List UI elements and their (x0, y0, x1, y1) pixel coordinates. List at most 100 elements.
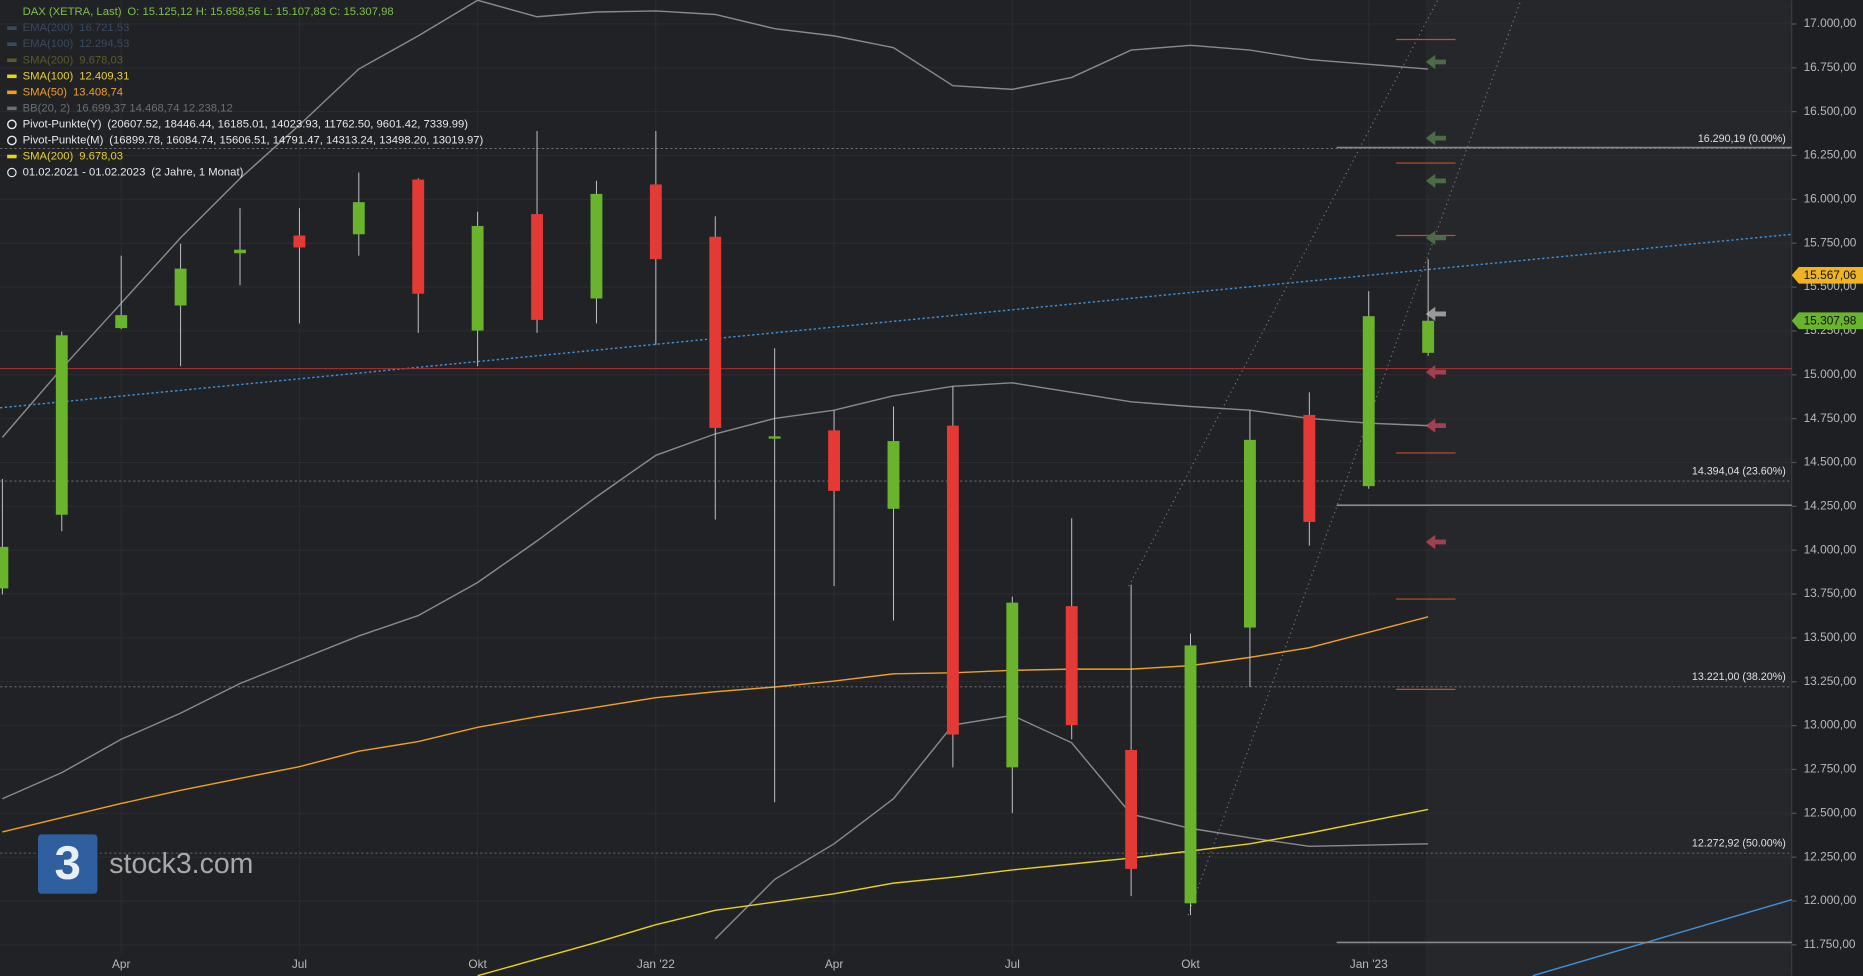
legend-value: 9.678,03 (79, 150, 123, 162)
candle-body (115, 315, 128, 329)
legend-swatch (7, 26, 17, 30)
candle-body (55, 335, 68, 515)
candle-body (531, 214, 543, 320)
candle-body (828, 430, 841, 491)
indicator-line (714, 714, 1429, 940)
legend-value: 16.721,53 (79, 22, 129, 34)
logo (38, 834, 98, 894)
price-tag (1791, 312, 1863, 330)
price-tag (1791, 266, 1863, 284)
candle-body (1125, 749, 1138, 869)
legend-swatch (7, 42, 17, 47)
indicator-line (1, 0, 1429, 438)
legend-value: 16.699,37 14.468,74 12.238,12 (76, 102, 233, 114)
candle-body (709, 236, 722, 428)
candle-body (1422, 320, 1435, 353)
y-tick-label: 16.000,00 (1804, 192, 1857, 206)
y-tick-label: 13.250,00 (1804, 674, 1857, 688)
legend-label: EMA(200) (23, 22, 74, 34)
y-tick-label: 12.750,00 (1804, 762, 1857, 776)
price-tag-label: 15.307,98 (1804, 313, 1857, 327)
y-tick-label: 12.250,00 (1804, 849, 1857, 863)
trend-channel (1187, 0, 1522, 916)
y-tick-label: 16.750,00 (1804, 60, 1857, 74)
clock-icon (7, 167, 17, 178)
y-tick-label: 16.500,00 (1804, 104, 1857, 118)
y-tick-label: 16.250,00 (1804, 148, 1857, 162)
y-tick-label: 14.000,00 (1804, 542, 1857, 556)
candle-body (352, 202, 365, 235)
trend-channel (1128, 0, 1439, 587)
x-tick-label: Jul (292, 957, 307, 971)
legend-swatch (7, 90, 17, 95)
y-tick-label: 12.500,00 (1804, 805, 1857, 819)
legend-value: 12.409,31 (79, 70, 129, 82)
x-tick-label: Apr (112, 957, 131, 971)
y-tick-label: 13.000,00 (1804, 718, 1857, 732)
legend-swatch (7, 58, 17, 63)
candle-body (174, 268, 187, 306)
legend-value: (16899.78, 16084.74, 15606.51, 14791.47,… (109, 134, 483, 146)
y-tick-label: 15.000,00 (1804, 367, 1857, 381)
candle-body (234, 249, 246, 254)
pivot-icon (7, 135, 17, 146)
fib-label: 12.272,92 (50.00%) (1692, 837, 1786, 849)
pivot-marks (1396, 38, 1456, 690)
legend-label: SMA(200) (23, 54, 74, 66)
candle-body (412, 179, 425, 294)
trendline (0, 233, 1792, 409)
x-tick-label: Jan '22 (637, 957, 675, 971)
legend-swatch (7, 154, 17, 159)
watermark: 3 stock3.com (38, 834, 253, 894)
legend-value: O: 15.125,12 H: 15.658,56 L: 15.107,83 C… (127, 6, 393, 18)
legend-label: SMA(50) (23, 86, 68, 98)
signal-arrows (1425, 54, 1446, 550)
future-zone (1425, 0, 1792, 976)
legend-value: (2 Jahre, 1 Monat) (151, 167, 243, 179)
legend-label: EMA(100) (23, 38, 74, 50)
y-tick-label: 17.000,00 (1804, 16, 1857, 30)
candle-body (1243, 439, 1256, 628)
legend-value: (20607.52, 18446.44, 16185.01, 14023.93,… (107, 118, 468, 130)
y-tick-label: 12.000,00 (1804, 893, 1857, 907)
legend-value: 13.408,74 (73, 86, 123, 98)
legend-label: SMA(100) (23, 70, 74, 82)
candle-body (0, 546, 9, 589)
trendline (1532, 899, 1792, 976)
legend-label: Pivot-Punkte(M) (23, 134, 104, 146)
candle-body (649, 184, 662, 260)
price-axis (1791, 0, 1863, 976)
y-tick-label: 15.750,00 (1804, 235, 1857, 249)
y-tick-label: 13.500,00 (1804, 630, 1857, 644)
indicator-line (477, 808, 1429, 976)
x-tick-label: Jul (1005, 957, 1020, 971)
candle-body (768, 436, 781, 439)
fib-label: 14.394,04 (23.60%) (1692, 465, 1786, 477)
logo-glyph: 3 (55, 837, 81, 890)
candle-body (293, 235, 306, 248)
candle-body (946, 425, 959, 735)
x-tick-label: Jan '23 (1350, 957, 1388, 971)
x-tick-label: Okt (1181, 957, 1200, 971)
x-tick-label: Okt (468, 957, 487, 971)
pivot-icon (7, 119, 17, 130)
legend-label: BB(20, 2) (23, 102, 71, 114)
y-tick-label: 14.250,00 (1804, 498, 1857, 512)
y-tick-label: 14.750,00 (1804, 411, 1857, 425)
candle-body (1362, 316, 1375, 487)
watermark-text: stock3.com (109, 848, 253, 880)
legend-swatch (7, 74, 17, 79)
legend-value: 12.294,53 (79, 38, 129, 50)
y-tick-label: 11.750,00 (1804, 937, 1856, 951)
legend-value: 9.678,03 (79, 54, 123, 66)
fib-label: 13.221,00 (38.20%) (1692, 671, 1786, 683)
candle-body (1006, 602, 1019, 768)
legend-label: DAX (XETRA, Last) (23, 6, 122, 18)
candle-body (1303, 414, 1316, 522)
legend-label: 01.02.2021 - 01.02.2023 (23, 167, 146, 179)
legend-label: SMA(200) (23, 150, 74, 162)
legend-swatch (7, 106, 17, 111)
candle-body (887, 441, 900, 509)
x-tick-label: Apr (825, 957, 844, 971)
